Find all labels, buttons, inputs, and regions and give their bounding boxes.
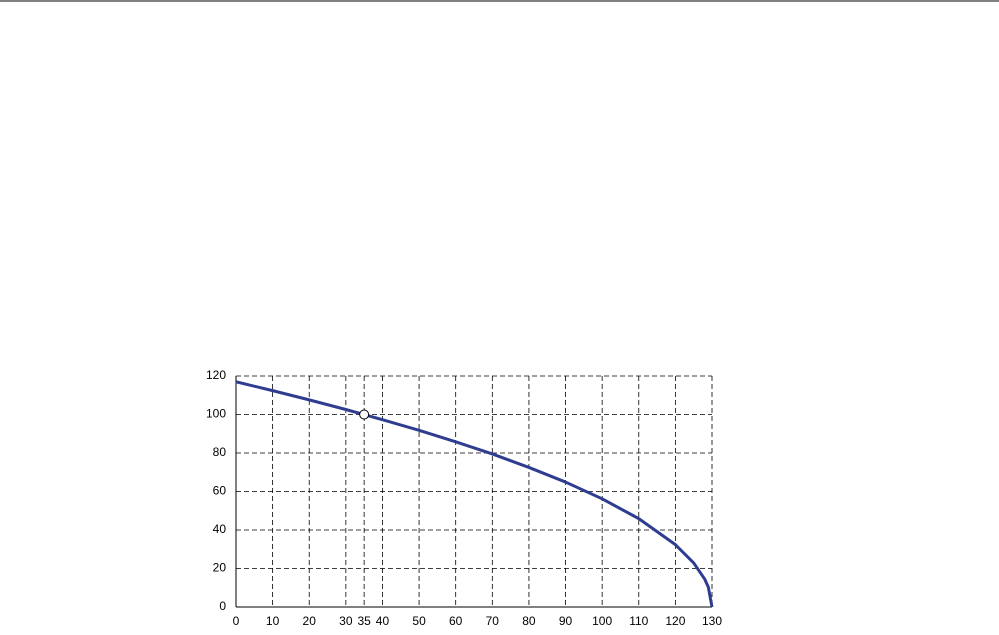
x-tick-label: 90 xyxy=(559,614,573,628)
y-tick-label: 120 xyxy=(206,368,226,382)
x-tick-label: 20 xyxy=(303,614,317,628)
series-line xyxy=(235,380,714,608)
x-tick-label: 130 xyxy=(702,614,722,628)
marker-point xyxy=(359,409,370,420)
x-tick-label: 30 xyxy=(339,614,353,628)
y-tick-label: 100 xyxy=(206,407,226,421)
y-tick-label: 0 xyxy=(219,599,226,613)
x-tick-label: 80 xyxy=(522,614,536,628)
x-tick-label: 100 xyxy=(592,614,612,628)
x-tick-label: 50 xyxy=(412,614,426,628)
y-tick-label: 20 xyxy=(213,561,227,575)
x-tick-label: 110 xyxy=(629,614,648,628)
y-tick-label: 60 xyxy=(213,484,227,498)
y-tick-label: 80 xyxy=(213,445,227,459)
x-tick-label: 60 xyxy=(449,614,463,628)
x-tick-label: 40 xyxy=(376,614,390,628)
x-tick-label: 35 xyxy=(357,614,371,628)
x-tick-label: 10 xyxy=(266,614,280,628)
x-tick-label: 0 xyxy=(233,614,240,628)
x-tick-label: 120 xyxy=(665,614,685,628)
x-tick-label: 70 xyxy=(486,614,500,628)
y-tick-label: 40 xyxy=(213,522,227,536)
